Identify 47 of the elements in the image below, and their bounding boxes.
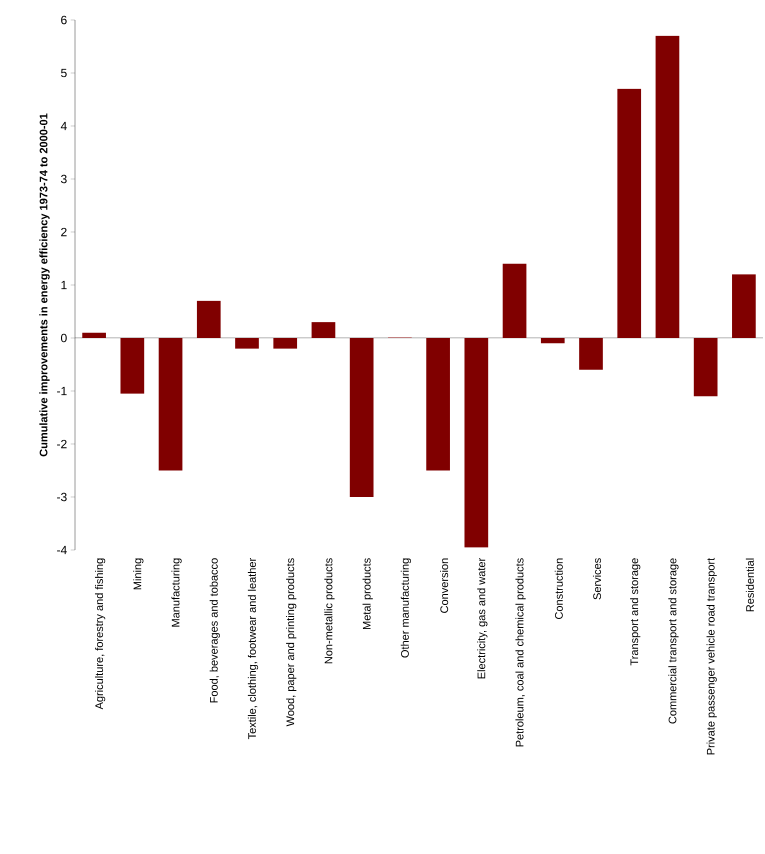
bar bbox=[312, 322, 336, 338]
bar bbox=[732, 274, 756, 338]
bar bbox=[656, 36, 680, 338]
bar bbox=[617, 88, 642, 338]
bar bbox=[273, 338, 298, 349]
y-tick-label: 0 bbox=[60, 334, 67, 342]
x-tick-label: Wood, paper and printing products bbox=[286, 558, 296, 726]
y-tick-label: 4 bbox=[60, 122, 67, 130]
x-tick-label: Other manufacturing bbox=[400, 558, 412, 658]
y-tick-label: 1 bbox=[61, 280, 67, 290]
x-tick-label: Electricity, gas and water bbox=[477, 558, 488, 678]
bar bbox=[502, 264, 526, 338]
x-tick-label: Non-metallic products bbox=[324, 558, 335, 664]
bar bbox=[82, 332, 106, 338]
y-tick-label: -4 bbox=[57, 546, 67, 554]
bar bbox=[235, 338, 259, 349]
y-tick-label: 2 bbox=[61, 228, 67, 236]
y-tick-label: -3 bbox=[57, 492, 67, 502]
bar bbox=[158, 338, 182, 470]
x-tick-label: Commercial transport and storage bbox=[668, 558, 679, 724]
y-tick-label: 5 bbox=[61, 68, 67, 78]
bar bbox=[540, 338, 565, 344]
y-tick-label: -1 bbox=[57, 386, 67, 396]
y-tick-label: 6 bbox=[61, 16, 67, 24]
x-tick-label: Private passenger vehicle road transport bbox=[706, 558, 717, 754]
x-tick-label: Construction bbox=[554, 558, 563, 619]
x-tick-label: Transport and storage bbox=[630, 558, 640, 666]
bar bbox=[350, 338, 374, 497]
x-tick-label: Mining bbox=[133, 558, 144, 590]
bar bbox=[579, 338, 603, 370]
bar bbox=[694, 338, 718, 396]
x-tick-label: Agriculture, forestry and fishing bbox=[94, 558, 106, 710]
y-tick-label: 3 bbox=[60, 174, 67, 184]
y-axis-title: Cumulative improvements in energy efficiency 1973-74 to 2000-01 bbox=[39, 114, 50, 456]
x-tick-label: Metal products bbox=[362, 558, 373, 630]
x-tick-label: Manufacturing bbox=[171, 558, 182, 627]
x-tick-label: Services bbox=[592, 558, 602, 600]
x-tick-label: Textile, clothing, footwear and leather bbox=[248, 558, 258, 740]
bar bbox=[196, 300, 221, 338]
x-tick-label: Residential bbox=[746, 558, 754, 612]
x-tick-label: Food, beverages and tobacco bbox=[210, 558, 220, 702]
bar bbox=[120, 338, 144, 394]
bar bbox=[426, 338, 450, 470]
y-tick-label: -2 bbox=[57, 440, 67, 448]
bar bbox=[464, 338, 488, 548]
x-tick-label: Petroleum, coal and chemical products bbox=[515, 558, 526, 746]
x-tick-label: Conversion bbox=[440, 558, 448, 613]
